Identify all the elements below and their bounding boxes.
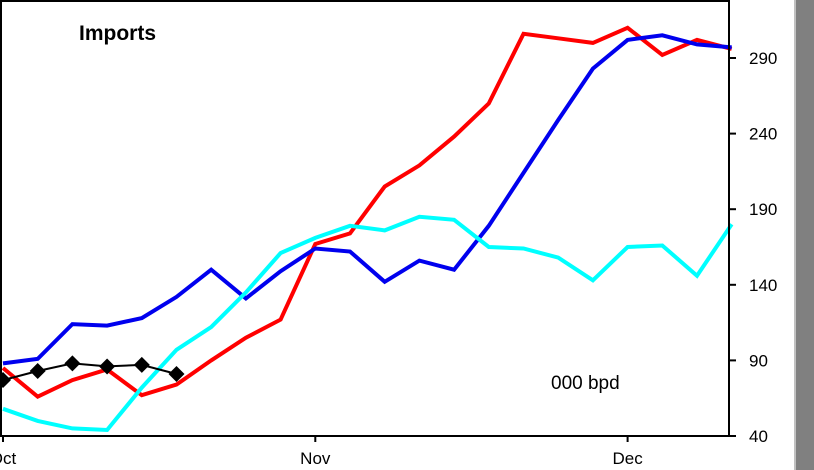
x-tick-label: Nov (300, 449, 331, 468)
y-tick-label: 290 (749, 49, 777, 68)
y-tick-label: 40 (749, 427, 768, 446)
y-tick-label: 190 (749, 200, 777, 219)
y-tick-label: 240 (749, 125, 777, 144)
unit-annotation: 000 bpd (551, 373, 620, 394)
y-tick-label: 140 (749, 276, 777, 295)
right-scrollbar-strip (796, 0, 814, 470)
right-scrollbar-highlight (794, 0, 796, 470)
x-tick-label: Dec (612, 449, 643, 468)
x-tick-layer: OctNovDecJanFeb (0, 436, 814, 468)
chart-title: Imports (79, 22, 156, 45)
x-tick-label: Oct (0, 449, 16, 468)
y-tick-layer: 40 90 140 190 240 290 (729, 49, 777, 446)
y-tick-label: 90 (749, 351, 768, 370)
